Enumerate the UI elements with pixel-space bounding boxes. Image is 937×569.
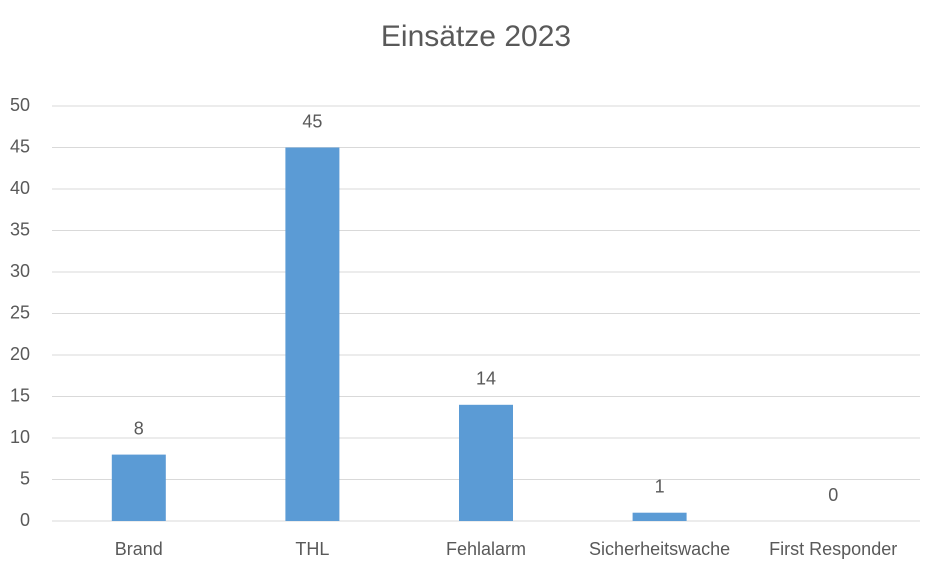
x-tick-label: Fehlalarm: [446, 539, 526, 559]
data-label: 45: [302, 111, 322, 131]
data-label: 0: [828, 485, 838, 505]
x-tick-label: First Responder: [769, 539, 897, 559]
y-tick-label: 40: [10, 178, 30, 198]
data-label: 1: [655, 476, 665, 496]
y-tick-label: 30: [10, 261, 30, 281]
data-label: 14: [476, 369, 496, 389]
x-tick-label: Brand: [115, 539, 163, 559]
bar: [632, 512, 687, 521]
data-label: 8: [134, 418, 144, 438]
y-tick-label: 45: [10, 136, 30, 156]
y-tick-label: 25: [10, 302, 30, 322]
x-tick-label: Sicherheitswache: [589, 539, 730, 559]
y-tick-label: 35: [10, 219, 30, 239]
bar: [285, 147, 340, 521]
y-tick-label: 10: [10, 427, 30, 447]
bar: [459, 404, 513, 521]
y-tick-label: 20: [10, 344, 30, 364]
y-tick-label: 0: [20, 510, 30, 530]
bar: [111, 454, 166, 521]
x-tick-label: THL: [295, 539, 329, 559]
chart-title: Einsätze 2023: [381, 20, 571, 53]
y-tick-label: 5: [20, 468, 30, 488]
y-tick-label: 50: [10, 95, 30, 115]
y-tick-label: 15: [10, 385, 30, 405]
